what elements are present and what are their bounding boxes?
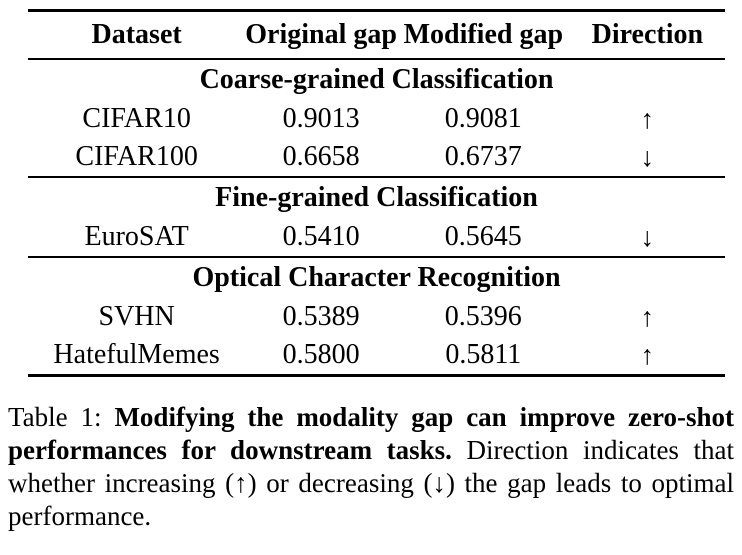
dataset-cell: SVHN [98, 301, 175, 333]
direction-up-arrow: ↑ [640, 339, 655, 370]
original-gap-cell: 0.5389 [282, 301, 360, 333]
table-caption: Table 1: Modifying the modality gap can … [8, 401, 734, 533]
section-fine-grained: Fine-grained Classification EuroSAT 0.54… [28, 177, 725, 257]
col-header-modified-gap: Modified gap [396, 10, 570, 60]
dataset-cell: CIFAR100 [75, 141, 198, 173]
direction-up-arrow: ↑ [640, 301, 655, 332]
col-header-dataset: Dataset [28, 10, 246, 60]
caption-label: Table 1: [8, 402, 102, 432]
section-title-row: Fine-grained Classification [28, 177, 725, 218]
direction-up-arrow: ↑ [640, 103, 655, 134]
caption-bold-text: Modifying the modality gap can improve z… [8, 402, 735, 466]
section-title-row: Coarse-grained Classification [28, 59, 725, 100]
table-row: SVHN 0.5389 0.5396 ↑ [28, 298, 725, 336]
table-header-row: Dataset Original gap Modified gap Direct… [28, 10, 725, 60]
section-coarse-grained: Coarse-grained Classification CIFAR10 0.… [28, 59, 725, 177]
section-ocr: Optical Character Recognition SVHN 0.538… [28, 257, 725, 376]
results-table-container: Dataset Original gap Modified gap Direct… [28, 9, 725, 377]
results-table: Dataset Original gap Modified gap Direct… [28, 9, 725, 377]
modified-gap-cell: 0.5396 [444, 301, 522, 333]
modified-gap-cell: 0.6737 [444, 141, 522, 173]
table-row: EuroSAT 0.5410 0.5645 ↓ [28, 218, 725, 257]
dataset-cell: HatefulMemes [53, 339, 220, 371]
section-title: Optical Character Recognition [192, 262, 561, 294]
dataset-cell: EuroSAT [84, 221, 189, 253]
caption-rest-text: Direction indicates that whether increas… [8, 435, 734, 532]
col-header-direction: Direction [569, 10, 725, 60]
table-row: CIFAR10 0.9013 0.9081 ↑ [28, 100, 725, 138]
section-title-row: Optical Character Recognition [28, 257, 725, 298]
table-row: CIFAR100 0.6658 0.6737 ↓ [28, 138, 725, 177]
original-gap-cell: 0.5410 [282, 221, 360, 253]
original-gap-cell: 0.6658 [282, 141, 360, 173]
dataset-cell: CIFAR10 [82, 103, 191, 135]
original-gap-cell: 0.9013 [282, 103, 360, 135]
col-header-original-gap: Original gap [245, 10, 397, 60]
section-title: Coarse-grained Classification [199, 64, 554, 96]
table-row: HatefulMemes 0.5800 0.5811 ↑ [28, 336, 725, 376]
modified-gap-cell: 0.9081 [444, 103, 522, 135]
original-gap-cell: 0.5800 [282, 339, 360, 371]
direction-down-arrow: ↓ [640, 141, 655, 172]
section-title: Fine-grained Classification [215, 182, 538, 214]
modified-gap-cell: 0.5645 [444, 221, 522, 253]
modified-gap-cell: 0.5811 [445, 339, 522, 371]
direction-down-arrow: ↓ [640, 221, 655, 252]
